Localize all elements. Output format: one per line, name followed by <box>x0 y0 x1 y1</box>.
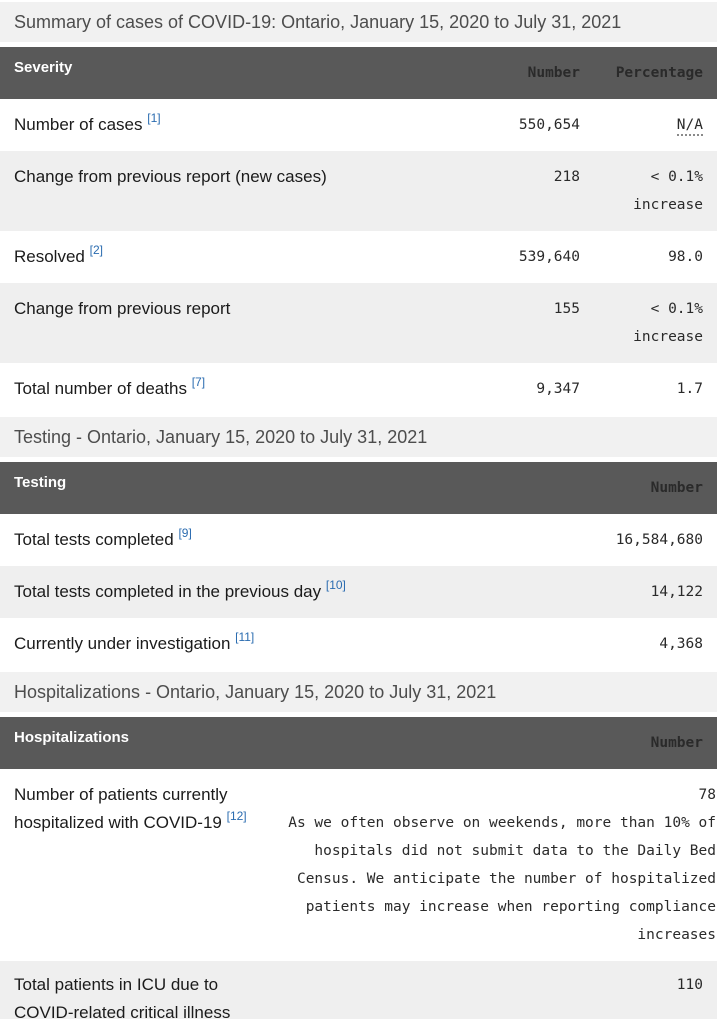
footnote-ref: [7] <box>192 374 205 390</box>
summary-table-header: Severity Number Percentage <box>0 47 717 99</box>
row-label-resolved: Resolved [2] <box>14 231 425 283</box>
footnote-link-12[interactable]: [12] <box>226 809 247 824</box>
number-value: 155 <box>553 301 580 317</box>
hospitalizations-table-header: Hospitalizations Number <box>0 717 717 769</box>
row-label-icu-ventilator: Total patients in ICU on a ventilator du… <box>14 1019 266 1028</box>
column-header-percentage: Percentage <box>615 65 703 81</box>
footnote-ref: [2] <box>90 242 103 258</box>
table-row: Total number of deaths [7] 9,347 1.7 <box>0 363 717 415</box>
summary-cases-table: Summary of cases of COVID-19: Ontario, J… <box>0 2 717 415</box>
footnote-ref: [12] <box>227 808 247 824</box>
table-row: Total tests completed in the previous da… <box>0 566 717 618</box>
number-value: 218 <box>553 169 580 185</box>
testing-table: Testing - Ontario, January 15, 2020 to J… <box>0 417 717 670</box>
column-header-number: Number <box>527 65 580 81</box>
row-label-text: Number of patients currently hospitalize… <box>14 785 228 832</box>
number-value: 539,640 <box>518 249 580 265</box>
column-header-number: Number <box>650 480 703 496</box>
percentage-line-2: increase <box>633 329 703 345</box>
row-label-change-previous: Change from previous report <box>14 299 231 318</box>
number-value: 78 <box>266 1019 703 1028</box>
table-row: Change from previous report 155 < 0.1% i… <box>0 283 717 363</box>
testing-table-caption: Testing - Ontario, January 15, 2020 to J… <box>0 417 717 457</box>
row-label-total-deaths: Total number of deaths [7] <box>14 363 425 415</box>
number-value: 4,368 <box>659 636 703 652</box>
row-label-text: Resolved <box>14 247 85 266</box>
footnote-link-7[interactable]: [7] <box>191 375 206 390</box>
row-label-text: Currently under investigation <box>14 634 231 653</box>
hospitalizations-table-caption: Hospitalizations - Ontario, January 15, … <box>0 672 717 712</box>
table-row: Resolved [2] 539,640 98.0 <box>0 231 717 283</box>
row-label-icu-patients: Total patients in ICU due to COVID-relat… <box>14 975 231 1019</box>
row-label-number-of-cases: Number of cases [1] <box>14 99 425 151</box>
footnote-ref: [11] <box>235 629 254 645</box>
na-abbreviation[interactable]: N/A <box>676 117 703 136</box>
column-header-number: Number <box>650 735 703 751</box>
number-value: 9,347 <box>536 381 580 397</box>
column-header-hospitalizations: Hospitalizations <box>14 729 130 746</box>
table-row: Total patients in ICU due to COVID-relat… <box>0 961 717 1019</box>
row-label-text: Total tests completed <box>14 530 174 549</box>
table-row: Total tests completed [9] 16,584,680 <box>0 514 717 566</box>
percentage-line-2: increase <box>633 197 703 213</box>
percentage-value: 1.7 <box>676 381 703 397</box>
number-cell: 78 As we often observe on weekends, more… <box>266 769 716 961</box>
row-label-text: Number of cases <box>14 115 143 134</box>
percentage-line-1: < 0.1% <box>650 301 703 317</box>
row-label-tests-previous-day: Total tests completed in the previous da… <box>14 566 503 618</box>
row-label-under-investigation: Currently under investigation [11] <box>14 618 503 670</box>
row-label-currently-hospitalized: Number of patients currently hospitalize… <box>14 769 266 961</box>
table-row: Number of patients currently hospitalize… <box>0 769 717 961</box>
percentage-cell: N/A <box>580 99 703 151</box>
number-value: 14,122 <box>650 584 703 600</box>
footnote-link-9[interactable]: [9] <box>178 526 192 541</box>
testing-table-header: Testing Number <box>0 462 717 514</box>
table-row: Total patients in ICU on a ventilator du… <box>0 1019 717 1028</box>
footnote-link-1[interactable]: [1] <box>147 111 161 126</box>
number-value: 550,654 <box>518 117 580 133</box>
footnote-ref: [9] <box>178 525 191 541</box>
row-label-text: Total number of deaths <box>14 379 187 398</box>
row-label-text: Total tests completed in the previous da… <box>14 582 322 601</box>
table-row: Number of cases [1] 550,654 N/A <box>0 99 717 151</box>
percentage-cell: < 0.1% increase <box>580 283 703 363</box>
weekend-reporting-note: As we often observe on weekends, more th… <box>288 815 716 943</box>
row-label-change-new-cases: Change from previous report (new cases) <box>14 167 327 186</box>
percentage-line-1: < 0.1% <box>650 169 703 185</box>
column-header-severity: Severity <box>14 59 73 76</box>
percentage-value: 98.0 <box>668 249 703 265</box>
footnote-link-2[interactable]: [2] <box>89 243 103 258</box>
number-value: 110 <box>676 977 703 993</box>
table-row: Change from previous report (new cases) … <box>0 151 717 231</box>
summary-table-caption: Summary of cases of COVID-19: Ontario, J… <box>0 2 717 42</box>
hospitalizations-table: Hospitalizations - Ontario, January 15, … <box>0 672 717 1028</box>
footnote-link-11[interactable]: [11] <box>235 630 255 645</box>
footnote-link-10[interactable]: [10] <box>325 578 346 593</box>
footnote-ref: [10] <box>326 577 346 593</box>
table-row: Currently under investigation [11] 4,368 <box>0 618 717 670</box>
number-value: 16,584,680 <box>615 532 703 548</box>
number-value: 78 <box>698 787 716 803</box>
row-label-total-tests: Total tests completed [9] <box>14 514 503 566</box>
percentage-cell: < 0.1% increase <box>580 151 703 231</box>
column-header-testing: Testing <box>14 474 67 491</box>
footnote-ref: [1] <box>147 110 160 126</box>
